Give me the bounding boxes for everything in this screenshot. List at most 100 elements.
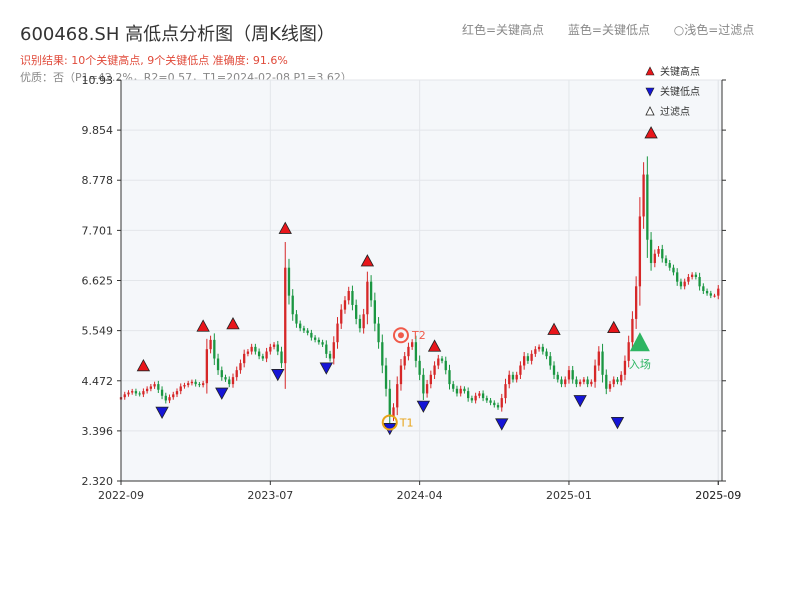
x-tick-label: 2024-04 [397,489,443,502]
candle-body [586,379,589,385]
candle-body [145,388,149,392]
result-summary: 识别结果: 10个关键高点, 9个关键低点 准确度: 91.6% [20,54,288,67]
candle-body [220,370,223,378]
candle-body [541,346,544,352]
y-tick-label: 6.625 [82,275,114,288]
candle-body [325,344,328,354]
candle-body [653,253,656,264]
candle-body [642,174,645,217]
candle-body [459,388,462,394]
y-tick-label: 4.472 [82,375,114,388]
candle-body [444,360,447,371]
candle-body [578,381,582,385]
candle-body [478,393,481,396]
candle-body [668,263,671,268]
candle-body [571,370,574,380]
candle-body [254,346,257,352]
candle-body [239,363,242,371]
candle-body [366,281,369,315]
y-tick-label: 3.396 [82,425,114,438]
candle-body [205,349,209,384]
legend-low-icon [645,87,655,97]
candle-body [485,398,488,401]
x-tick-label: 2025-01 [546,489,592,502]
candle-body [134,391,138,394]
candle-body [265,351,268,359]
key-high-marker [278,221,292,234]
candle-body [187,383,190,386]
t2-dot [397,332,404,339]
candle-body [657,249,660,254]
y-tick-label: 2.320 [82,475,114,488]
candle-body [698,277,701,287]
candle-body [209,339,212,350]
candle-body [530,353,533,361]
candle-body [295,314,298,324]
candle-body [332,342,335,359]
candle-body [407,346,410,357]
legend-filtered-icon [645,106,655,116]
candle-body [164,395,167,401]
candle-body [194,381,197,385]
key-low-marker [319,362,333,375]
candle-body [433,365,436,375]
candle-body [612,379,615,385]
candle-body [687,277,690,282]
candle-body [500,398,503,408]
candle-body [489,400,492,403]
candle-body [336,323,339,343]
candle-body [284,267,287,364]
candle-body [198,384,201,386]
key-low-marker [573,395,587,408]
y-tick-label: 8.778 [82,174,114,187]
key-low-marker [495,418,509,431]
candle-body [369,281,373,301]
candle-body [627,342,630,361]
t2-label: T2 [411,329,426,342]
t1-circle [381,414,398,431]
candle-body [272,344,276,347]
candle-body [649,239,653,264]
candle-body [216,358,220,371]
candle-body [467,391,470,399]
candle-body [175,391,179,395]
candle-body [690,274,694,278]
candle-body [201,383,205,386]
legend-item-label: 过滤点 [660,105,690,118]
candle-body [228,379,231,385]
candle-body [519,365,522,375]
legend-high-icon [645,66,655,76]
candle-body [310,332,313,338]
key-high-marker [360,254,375,267]
y-tick-label: 9.854 [82,124,114,137]
candle-body [355,304,358,319]
candle-body [429,374,432,385]
candle-body [605,374,608,389]
candle-body [709,293,712,296]
candle-body [567,370,571,380]
page-title: 600468.SH 高低点分析图（周K线图） [20,24,335,45]
candle-body [601,351,604,375]
candle-body [448,370,451,385]
candle-body [705,290,709,294]
candle-body [664,258,668,264]
candle-body [399,365,403,385]
candle-body [575,379,578,385]
candle-body [418,360,421,375]
y-tick-label: 7.701 [82,224,114,237]
candle-body [149,386,153,389]
candle-body [123,394,126,398]
candle-body [224,377,227,380]
candle-body [702,286,705,291]
candle-body [634,286,638,319]
y-tick-label: 10.93 [82,74,114,87]
key-high-marker [196,319,210,332]
candle-body [556,374,559,380]
candle-body [474,395,477,401]
candle-body [631,318,634,343]
candle-body [511,374,515,380]
key-low-marker [416,400,431,413]
candle-body [343,300,347,310]
candle-body [481,393,485,399]
